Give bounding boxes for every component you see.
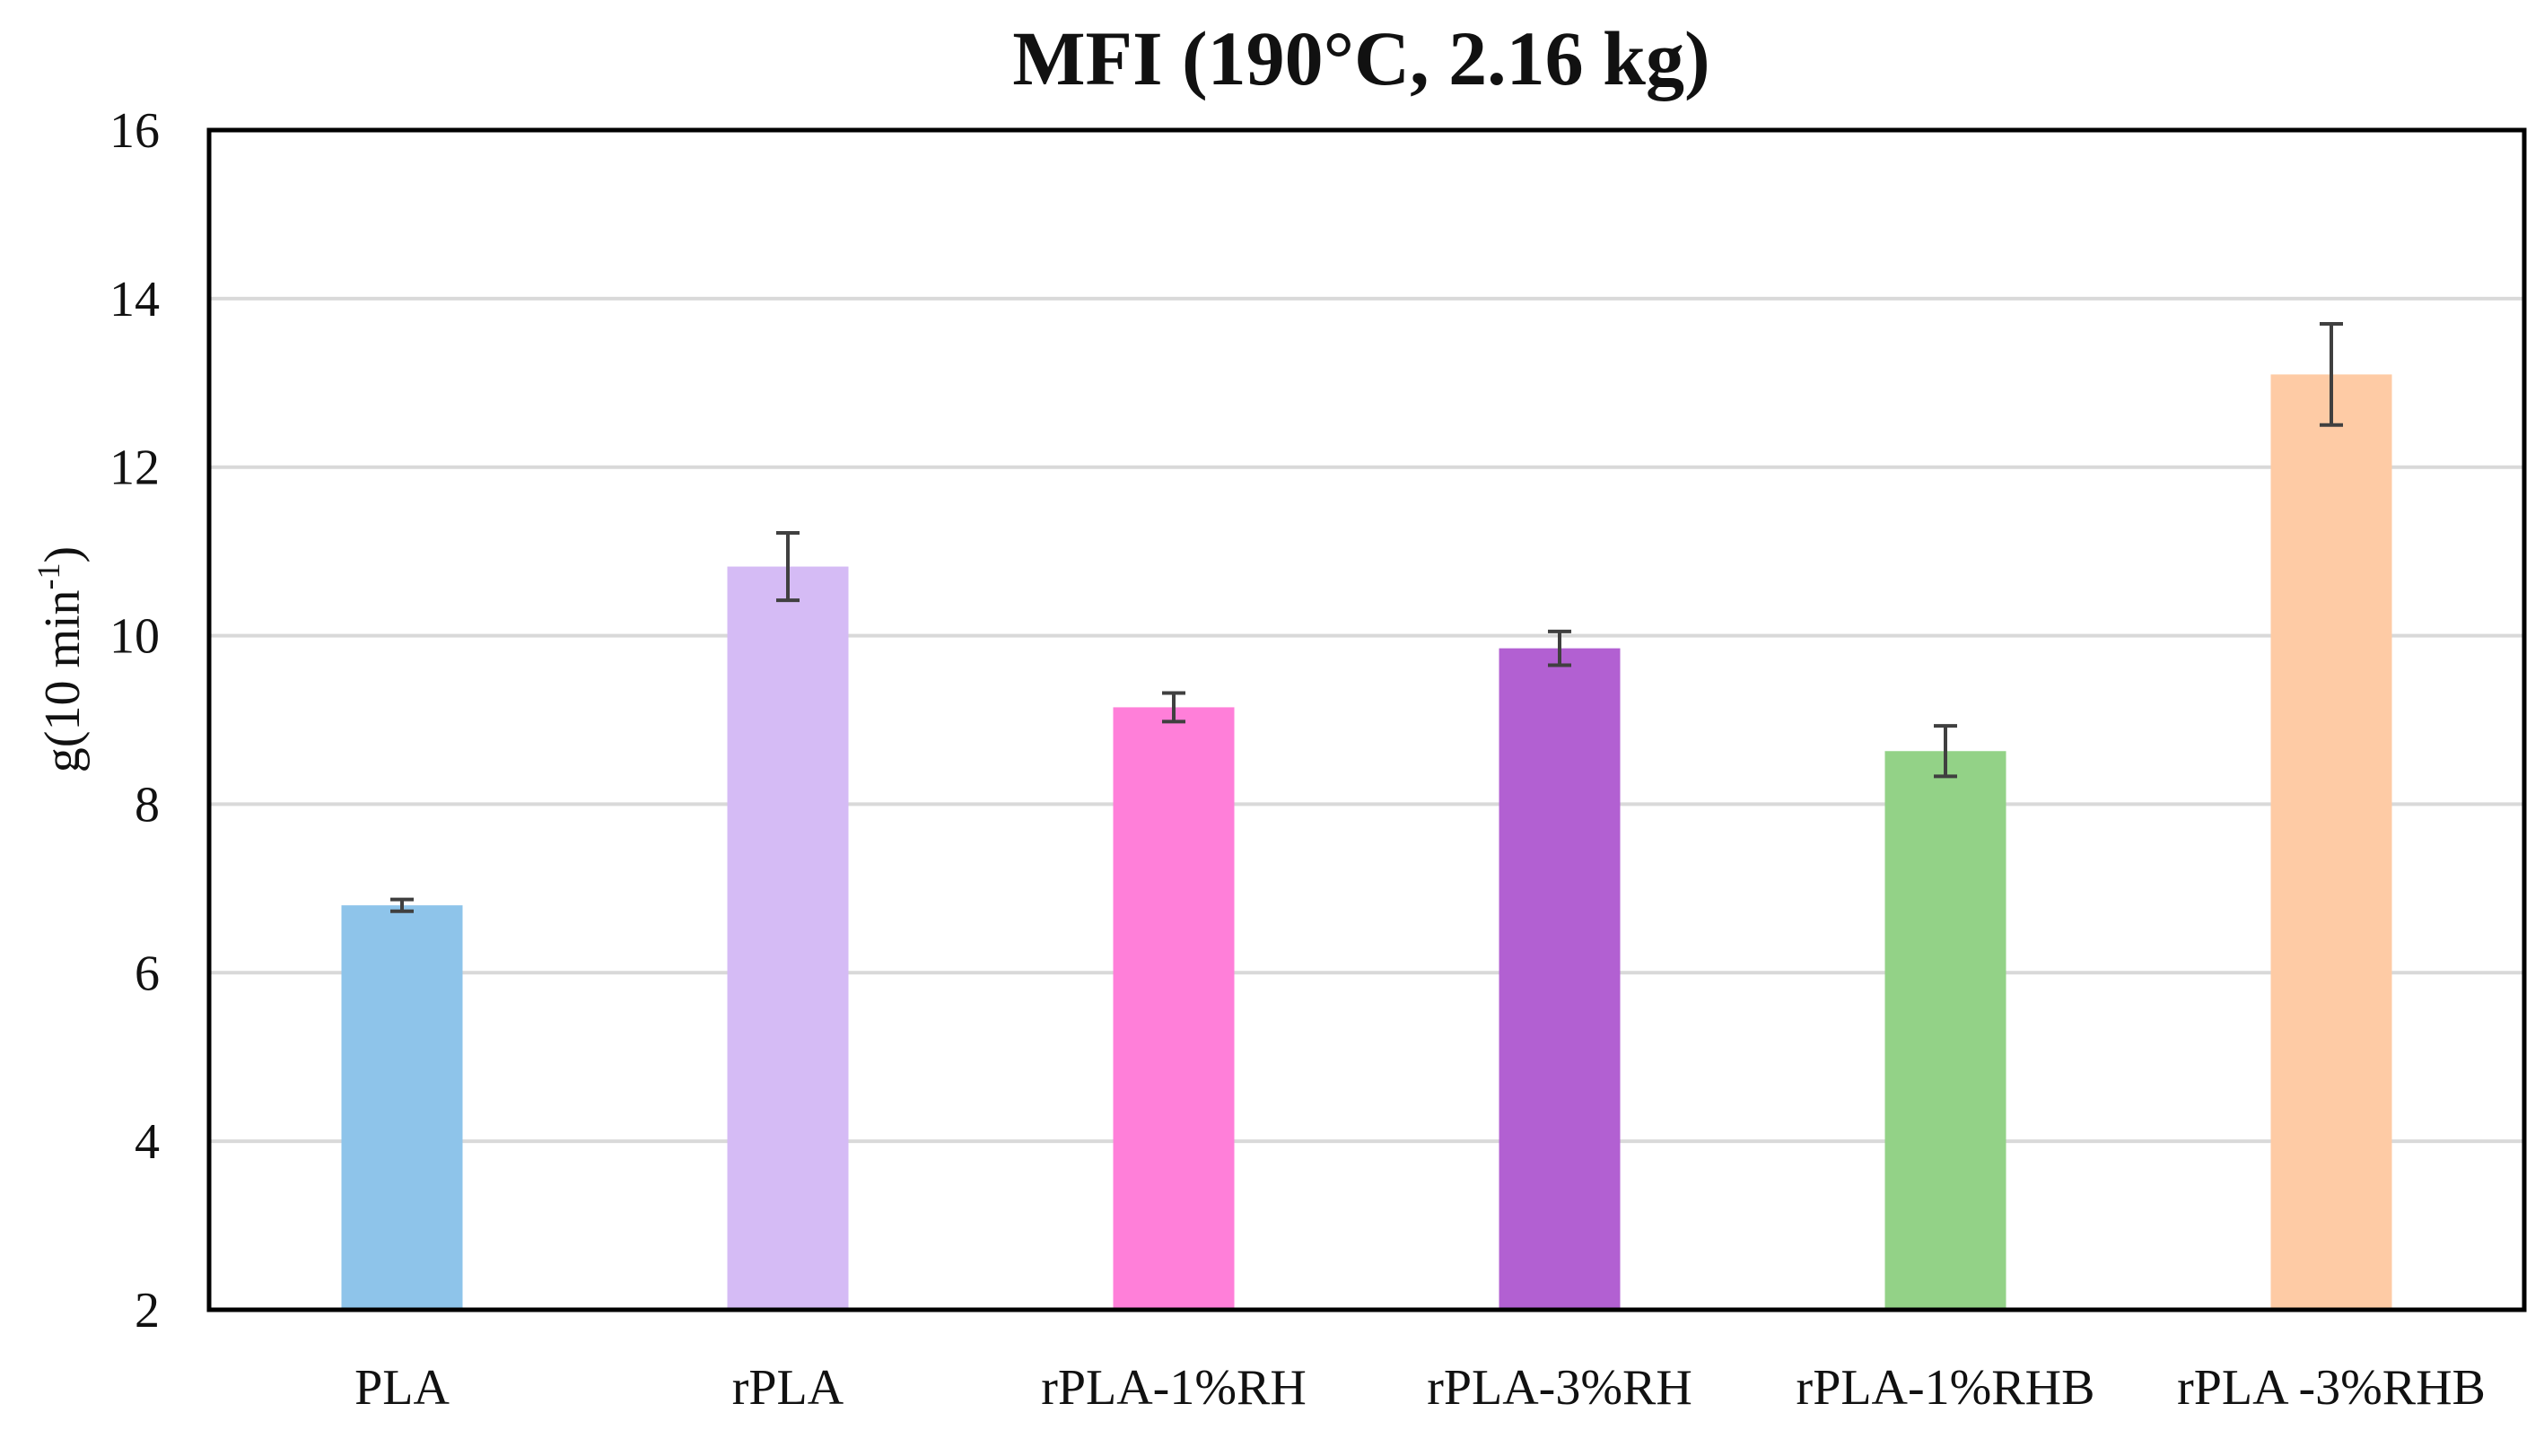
error-bar [390, 897, 414, 913]
y-axis-label-close: ) [35, 546, 91, 563]
bar [1884, 751, 2006, 1310]
y-axis-label-superscript: -1 [31, 562, 66, 589]
x-category-label: rPLA [732, 1360, 844, 1416]
error-bar [2320, 322, 2343, 427]
x-category-label: PLA [354, 1360, 450, 1416]
y-axis-label: g(10 min-1) [31, 546, 91, 772]
y-tick-label: 4 [135, 1114, 160, 1170]
error-bars [390, 322, 2343, 913]
x-axis-categories: PLA rPLA rPLA-1%RH rPLA-3%RH rPLA-1%RHB rPLA … [354, 1360, 2486, 1416]
y-tick-label: 16 [109, 103, 160, 159]
y-tick-label: 14 [109, 272, 160, 327]
chart-title: MFI (190°C, 2.16 kg) [1012, 15, 1709, 101]
error-bar [1548, 629, 1571, 667]
y-axis-ticks: 2 4 6 8 10 12 14 16 [109, 103, 160, 1338]
bar [2270, 374, 2392, 1311]
x-category-label: rPLA -3%RHB [2177, 1360, 2486, 1416]
gridlines [209, 296, 2524, 1144]
plot-area-frame [206, 127, 2527, 1312]
y-tick-label: 2 [135, 1283, 160, 1338]
bar [341, 905, 463, 1310]
y-tick-label: 8 [135, 777, 160, 833]
bars [341, 374, 2392, 1311]
y-tick-label: 10 [109, 609, 160, 665]
y-axis-label-main: g(10 min [35, 589, 91, 772]
bar [727, 566, 849, 1310]
x-category-label: rPLA-1%RH [1041, 1360, 1307, 1416]
bar [1113, 707, 1235, 1310]
x-category-label: rPLA-3%RH [1427, 1360, 1692, 1416]
y-tick-label: 12 [109, 440, 160, 496]
error-bar [1162, 691, 1185, 724]
y-tick-label: 6 [135, 946, 160, 1001]
error-bar [776, 530, 800, 603]
bar [1499, 648, 1621, 1310]
x-category-label: rPLA-1%RHB [1797, 1360, 2095, 1416]
error-bar [1934, 724, 1957, 779]
